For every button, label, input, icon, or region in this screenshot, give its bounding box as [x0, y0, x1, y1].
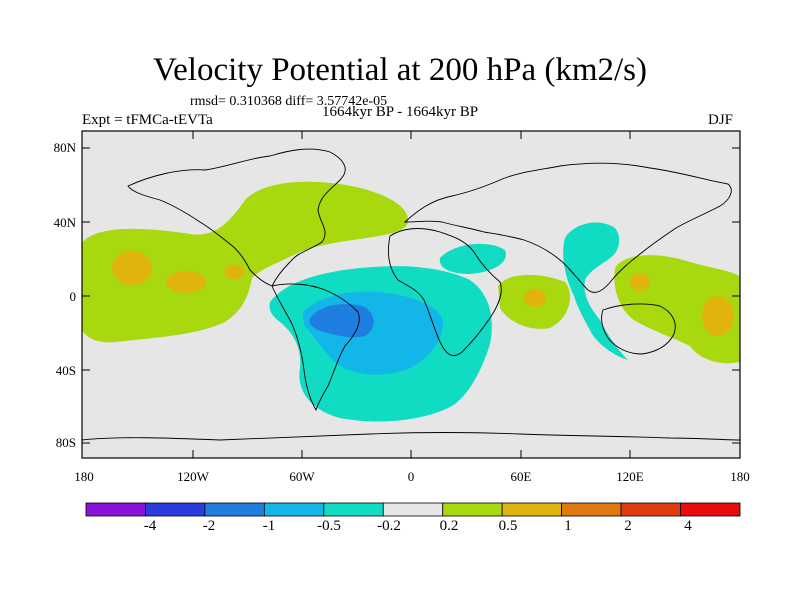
- lon-label-120e: 120E: [616, 469, 644, 484]
- colorbar-label: 0.5: [498, 518, 518, 534]
- lon-label-60e: 60E: [510, 469, 532, 484]
- orange-blob-2: [166, 271, 206, 293]
- lat-label-eq: 0: [69, 289, 77, 304]
- stats-text: rmsd= 0.310368 diff= 3.57742e-05: [190, 94, 388, 109]
- lon-label-180w: 180: [74, 469, 94, 484]
- colorbar-label: 4: [684, 518, 692, 534]
- africa-coast: [387, 228, 502, 356]
- period-label: 1664kyr BP - 1664kyr BP: [322, 104, 479, 120]
- lat-label-80n: 80N: [53, 140, 76, 155]
- orange-blob-1: [112, 251, 152, 285]
- colorbar: [85, 502, 741, 517]
- teal-region-asia: [563, 222, 628, 360]
- blue-region: [309, 304, 374, 338]
- lat-label-40s: 40S: [55, 363, 76, 378]
- colorbar-label: -0.5: [317, 518, 341, 534]
- orange-blob-5: [630, 273, 650, 291]
- colorbar-label: -4: [143, 518, 157, 534]
- colorbar-label: -1: [262, 518, 276, 534]
- colorbar-swatch: [145, 502, 206, 517]
- orange-regions: [112, 251, 734, 336]
- colorbar-label: 0.2: [439, 518, 459, 534]
- australia-coast: [601, 303, 676, 355]
- colorbar-label: -2: [202, 518, 216, 534]
- antarctica-coast: [81, 432, 741, 441]
- south-america-coast: [271, 283, 360, 412]
- orange-blob-4: [524, 289, 546, 307]
- orange-blob-3: [224, 265, 244, 279]
- experiment-label: Expt = tFMCa-tEVTa: [82, 112, 213, 128]
- colorbar-label: 2: [624, 518, 632, 534]
- eurasia-coast: [403, 162, 732, 293]
- colorbar-swatch: [204, 502, 265, 517]
- lon-label-0: 0: [407, 469, 415, 484]
- colorbar-swatch: [323, 502, 384, 517]
- colorbar-swatch: [680, 502, 741, 517]
- colorbar-swatch: [620, 502, 681, 517]
- chart-title: Velocity Potential at 200 hPa (km2/s): [152, 52, 648, 88]
- season-label: DJF: [708, 112, 734, 128]
- teal-region-arabia: [439, 243, 506, 274]
- colorbar-label: 1: [564, 518, 572, 534]
- lon-label-120w: 120W: [177, 469, 209, 484]
- colorbar-swatch: [263, 502, 325, 517]
- coastlines: [81, 148, 741, 441]
- green-region-pacific: [82, 181, 409, 343]
- colorbar-swatch: [382, 502, 444, 517]
- lon-ticks: [192, 131, 631, 458]
- lon-label-180e: 180: [730, 469, 750, 484]
- lat-ticks: [82, 147, 740, 444]
- colorbar-swatch: [85, 502, 146, 517]
- colorbar-swatch: [442, 502, 503, 517]
- lat-label-40n: 40N: [53, 215, 76, 230]
- lon-label-60w: 60W: [289, 469, 315, 484]
- colorbar-swatch: [501, 502, 563, 517]
- north-america-coast: [127, 148, 346, 287]
- lat-label-80s: 80S: [55, 435, 76, 450]
- colorbar-swatch: [561, 502, 622, 517]
- orange-blob-6: [702, 296, 734, 336]
- colorbar-label: -0.2: [377, 518, 401, 534]
